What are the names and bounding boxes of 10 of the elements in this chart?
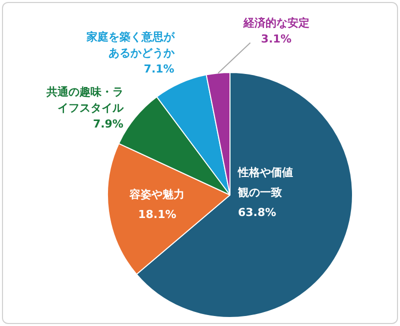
data-label: 18.1% [138,208,176,221]
slice-label: 容姿や魅力 [128,188,185,201]
slice-label: 家庭を築く意思があるかどうか [85,30,176,60]
data-label: 3.1% [261,32,292,46]
slice-label: 性格や価値観の一致 [237,166,293,199]
data-label: 7.9% [92,117,124,130]
data-label: 7.1% [144,62,174,76]
slice-label: 経済的な安定 [242,16,310,30]
slice-label: 共通の趣味・ライフスタイル [45,85,124,114]
data-label: 63.8% [238,206,276,219]
